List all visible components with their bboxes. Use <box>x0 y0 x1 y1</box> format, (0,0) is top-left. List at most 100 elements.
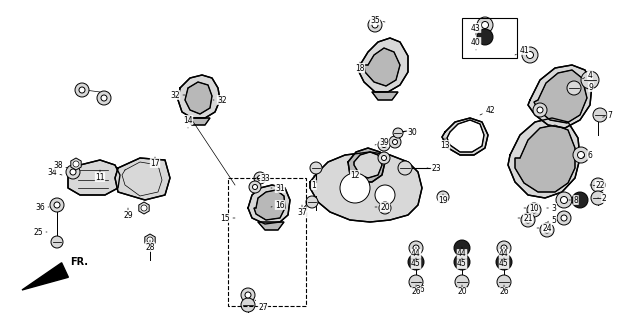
Polygon shape <box>68 160 120 195</box>
Circle shape <box>249 181 261 193</box>
Text: 45: 45 <box>411 258 421 268</box>
Circle shape <box>245 292 251 298</box>
Polygon shape <box>248 185 290 224</box>
Text: 30: 30 <box>403 127 417 137</box>
Text: 32: 32 <box>170 91 185 100</box>
Circle shape <box>557 211 571 225</box>
Text: 23: 23 <box>427 164 441 172</box>
Circle shape <box>141 205 147 211</box>
Polygon shape <box>358 38 408 92</box>
Circle shape <box>481 21 488 28</box>
Circle shape <box>306 196 318 208</box>
Text: 33: 33 <box>256 173 270 182</box>
Circle shape <box>454 240 470 256</box>
Circle shape <box>537 107 543 113</box>
Circle shape <box>561 215 567 221</box>
Polygon shape <box>139 202 149 214</box>
Text: 19: 19 <box>438 194 448 204</box>
Circle shape <box>66 165 80 179</box>
Text: 29: 29 <box>123 208 133 220</box>
Circle shape <box>253 185 258 189</box>
Text: 8: 8 <box>569 196 578 204</box>
Circle shape <box>79 87 85 93</box>
Circle shape <box>409 241 423 255</box>
Circle shape <box>496 254 512 270</box>
Polygon shape <box>258 222 284 230</box>
Text: 41: 41 <box>515 45 529 55</box>
Text: 11: 11 <box>95 170 104 181</box>
Text: 3: 3 <box>547 204 556 212</box>
Polygon shape <box>515 125 575 192</box>
Circle shape <box>258 175 263 180</box>
Circle shape <box>540 223 554 237</box>
Circle shape <box>254 172 266 184</box>
Text: 7: 7 <box>603 110 612 119</box>
Polygon shape <box>354 152 382 178</box>
Text: 44: 44 <box>499 247 509 259</box>
Text: 5: 5 <box>548 215 556 225</box>
Text: 1: 1 <box>311 175 316 189</box>
Text: 6: 6 <box>583 150 593 159</box>
Text: 32: 32 <box>213 95 227 105</box>
Text: 10: 10 <box>524 204 539 212</box>
Circle shape <box>340 173 370 203</box>
Polygon shape <box>310 152 422 222</box>
Circle shape <box>101 95 107 101</box>
Circle shape <box>392 140 397 145</box>
Text: 35: 35 <box>370 15 385 25</box>
Circle shape <box>497 241 511 255</box>
Text: 9: 9 <box>585 83 593 92</box>
Circle shape <box>381 142 386 148</box>
Text: 28: 28 <box>145 240 154 252</box>
Circle shape <box>75 83 89 97</box>
Text: 4: 4 <box>583 70 593 79</box>
Text: 25: 25 <box>33 228 47 236</box>
Polygon shape <box>145 234 155 246</box>
Circle shape <box>408 254 424 270</box>
Circle shape <box>525 217 531 223</box>
Circle shape <box>73 161 79 167</box>
Text: 15: 15 <box>220 213 235 222</box>
Circle shape <box>393 128 403 138</box>
Polygon shape <box>115 158 170 200</box>
Text: 2: 2 <box>598 194 606 203</box>
Circle shape <box>241 288 255 302</box>
Circle shape <box>501 245 507 251</box>
Circle shape <box>527 203 541 217</box>
Text: 45: 45 <box>499 258 509 268</box>
Circle shape <box>398 161 412 175</box>
Polygon shape <box>508 118 580 198</box>
Circle shape <box>310 162 322 174</box>
Text: 40: 40 <box>471 37 481 50</box>
Circle shape <box>593 108 607 122</box>
Circle shape <box>581 71 599 89</box>
Circle shape <box>51 236 63 248</box>
Circle shape <box>591 191 605 205</box>
Circle shape <box>368 18 382 32</box>
Circle shape <box>375 185 395 205</box>
Text: 14: 14 <box>183 116 193 128</box>
Circle shape <box>533 103 547 117</box>
Polygon shape <box>534 70 587 123</box>
Circle shape <box>389 136 401 148</box>
Text: 42: 42 <box>480 106 495 115</box>
Polygon shape <box>528 65 592 128</box>
Circle shape <box>477 29 493 45</box>
Text: 17: 17 <box>150 157 160 167</box>
Text: 18: 18 <box>355 62 365 73</box>
Polygon shape <box>71 158 81 170</box>
Circle shape <box>413 245 419 251</box>
Circle shape <box>378 139 390 151</box>
Circle shape <box>527 52 533 59</box>
Text: 24: 24 <box>537 223 552 233</box>
Text: 45: 45 <box>457 258 467 268</box>
Circle shape <box>50 198 64 212</box>
Polygon shape <box>22 263 69 290</box>
Circle shape <box>572 192 588 208</box>
Text: 36: 36 <box>35 203 49 212</box>
Text: 34: 34 <box>47 167 62 177</box>
Circle shape <box>54 202 60 208</box>
Text: 21: 21 <box>518 213 533 222</box>
Text: 31: 31 <box>271 183 285 193</box>
Circle shape <box>573 147 589 163</box>
